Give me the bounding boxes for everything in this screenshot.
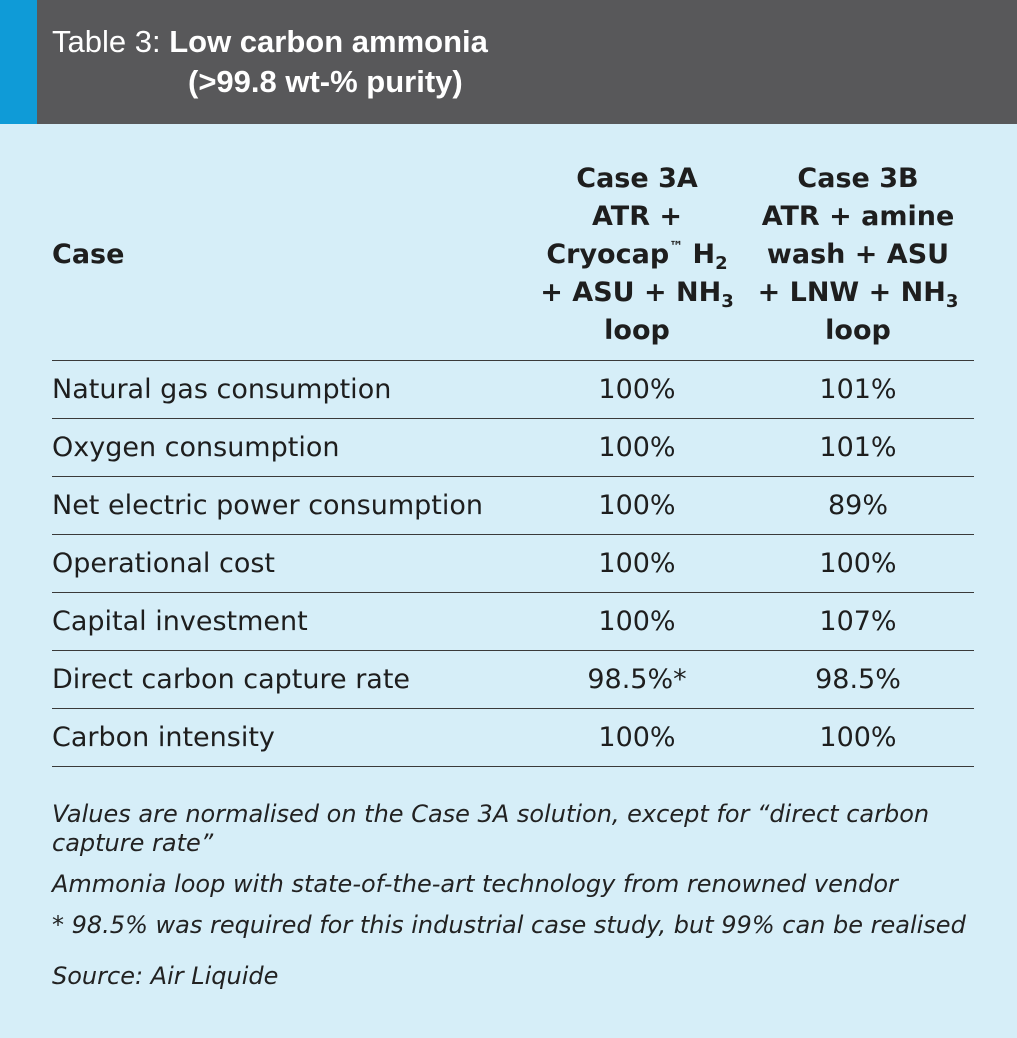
footnote-capture-rate: * 98.5% was required for this industrial… (52, 911, 966, 939)
cell-case-3b: 100% (742, 534, 974, 593)
cell-case-3a: 100% (532, 418, 742, 477)
column-header-case-3a: Case 3A ATR + Cryocap™ H2 + ASU + NH3 lo… (540, 163, 734, 346)
row-label: Natural gas consumption (52, 360, 532, 419)
column-header-case: Case (52, 239, 125, 270)
footnote-ammonia-loop: Ammonia loop with state-of-the-art techn… (52, 870, 898, 898)
cell-case-3b: 89% (742, 476, 974, 535)
cell-case-3a: 100% (532, 476, 742, 535)
row-label: Carbon intensity (52, 708, 532, 767)
cell-case-3a: 100% (532, 360, 742, 419)
header-accent-stripe (0, 0, 37, 124)
table-number: Table 3: (52, 24, 170, 59)
cell-case-3a: 100% (532, 534, 742, 593)
source-credit: Source: Air Liquide (52, 962, 279, 990)
comparison-table: Case Case 3A ATR + Cryocap™ H2 + ASU + N… (52, 160, 974, 767)
table-row: Oxygen consumption 100% 101% (52, 418, 974, 477)
row-label: Net electric power consumption (52, 476, 532, 535)
row-label: Direct carbon capture rate (52, 650, 532, 709)
cell-case-3a: 100% (532, 592, 742, 651)
table-row: Net electric power consumption 100% 89% (52, 476, 974, 535)
title-line-1: Low carbon ammonia (169, 24, 488, 59)
column-header-case-3b: Case 3B ATR + amine wash + ASU + LNW + N… (757, 163, 959, 346)
cell-case-3b: 98.5% (742, 650, 974, 709)
title-line-2: (>99.8 wt-% purity) (188, 64, 463, 99)
cell-case-3b: 100% (742, 708, 974, 767)
table-row: Natural gas consumption 100% 101% (52, 360, 974, 419)
table-row: Capital investment 100% 107% (52, 592, 974, 651)
table-header-row: Case Case 3A ATR + Cryocap™ H2 + ASU + N… (52, 160, 974, 361)
table-header-bar: Table 3: Low carbon ammonia (>99.8 wt-% … (0, 0, 1017, 124)
table-row: Direct carbon capture rate 98.5%* 98.5% (52, 650, 974, 709)
table-row: Operational cost 100% 100% (52, 534, 974, 593)
cell-case-3b: 101% (742, 360, 974, 419)
row-label: Operational cost (52, 534, 532, 593)
table-row: Carbon intensity 100% 100% (52, 708, 974, 767)
cell-case-3a: 100% (532, 708, 742, 767)
cell-case-3a: 98.5%* (532, 650, 742, 709)
table-title: Table 3: Low carbon ammonia (>99.8 wt-% … (52, 22, 488, 102)
cell-case-3b: 107% (742, 592, 974, 651)
row-label: Capital investment (52, 592, 532, 651)
table-footnotes: Values are normalised on the Case 3A sol… (52, 800, 982, 1003)
row-label: Oxygen consumption (52, 418, 532, 477)
cell-case-3b: 101% (742, 418, 974, 477)
footnote-normalisation: Values are normalised on the Case 3A sol… (52, 800, 930, 857)
